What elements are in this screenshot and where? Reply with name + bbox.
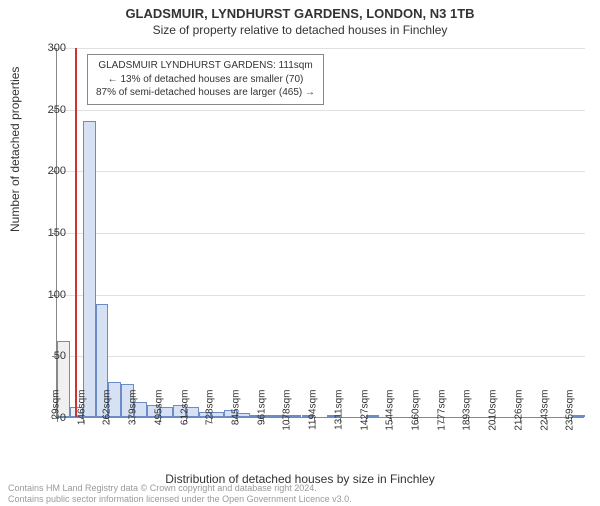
x-tick-label: 1311sqm	[333, 390, 344, 446]
x-tick-label: 495sqm	[153, 390, 164, 446]
x-tick-label: 1660sqm	[411, 390, 422, 446]
x-tick-label: 1544sqm	[385, 390, 396, 446]
property-marker-line	[75, 48, 77, 417]
x-tick-label: 728sqm	[205, 390, 216, 446]
y-axis-label: Number of detached properties	[8, 67, 22, 232]
gridline	[57, 171, 585, 172]
x-tick-label: 29sqm	[51, 390, 62, 446]
gridline	[57, 356, 585, 357]
x-tick-label: 2359sqm	[565, 390, 576, 446]
gridline	[57, 295, 585, 296]
y-tick-label: 250	[26, 104, 66, 116]
gridline	[57, 110, 585, 111]
y-tick-label: 50	[26, 350, 66, 362]
x-tick-label: 2243sqm	[539, 390, 550, 446]
gridline	[57, 233, 585, 234]
x-tick-label: 146sqm	[76, 390, 87, 446]
x-tick-label: 2126sqm	[513, 390, 524, 446]
annotation-line: ← 13% of detached houses are smaller (70…	[96, 73, 315, 87]
x-tick-label: 2010sqm	[488, 390, 499, 446]
gridline	[57, 48, 585, 49]
y-tick-label: 200	[26, 165, 66, 177]
annotation-line: GLADSMUIR LYNDHURST GARDENS: 111sqm	[96, 59, 315, 73]
annotation-line: 87% of semi-detached houses are larger (…	[96, 86, 315, 100]
y-tick-label: 150	[26, 227, 66, 239]
footer-line2: Contains public sector information licen…	[8, 494, 352, 504]
x-tick-label: 262sqm	[102, 390, 113, 446]
x-tick-label: 1427sqm	[359, 390, 370, 446]
x-tick-label: 379sqm	[128, 390, 139, 446]
x-tick-label: 1777sqm	[436, 390, 447, 446]
y-tick-label: 100	[26, 289, 66, 301]
plot-area: GLADSMUIR LYNDHURST GARDENS: 111sqm← 13%…	[56, 48, 584, 418]
y-tick-label: 300	[26, 42, 66, 54]
histogram-bar	[83, 121, 96, 417]
chart-title-line2: Size of property relative to detached ho…	[0, 23, 600, 37]
x-tick-label: 1078sqm	[282, 390, 293, 446]
x-tick-label: 612sqm	[179, 390, 190, 446]
chart-title-line1: GLADSMUIR, LYNDHURST GARDENS, LONDON, N3…	[0, 6, 600, 21]
x-tick-label: 961sqm	[256, 390, 267, 446]
footer-line1: Contains HM Land Registry data © Crown c…	[8, 483, 352, 493]
x-tick-label: 1194sqm	[308, 390, 319, 446]
footer-attribution: Contains HM Land Registry data © Crown c…	[8, 483, 352, 504]
chart-container: GLADSMUIR LYNDHURST GARDENS: 111sqm← 13%…	[56, 48, 584, 418]
x-tick-label: 1893sqm	[462, 390, 473, 446]
x-tick-label: 845sqm	[231, 390, 242, 446]
annotation-box: GLADSMUIR LYNDHURST GARDENS: 111sqm← 13%…	[87, 54, 324, 105]
